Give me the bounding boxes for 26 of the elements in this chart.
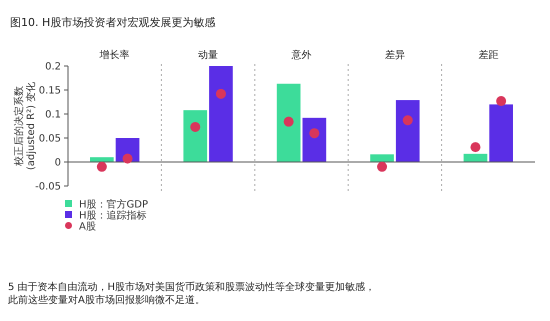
y-axis-title: 校正后的决定系数 (adjusted R²) 变化 (13, 82, 37, 170)
y-tick-label: 0.05 (38, 134, 61, 144)
bar (183, 110, 208, 162)
legend-label: H股：追踪指标 (79, 210, 147, 222)
legend-label: H股：官方GDP (79, 198, 148, 210)
x-tick-label: 意外 (290, 49, 312, 61)
y-tick-label: 0.1 (45, 110, 61, 120)
y-tick-label: 0 (54, 158, 61, 168)
y-tick-label: 0.15 (38, 86, 61, 96)
y-tick-label: -0.05 (35, 182, 61, 192)
bar (464, 154, 488, 162)
x-tick-label: 差异 (384, 49, 405, 61)
bar (276, 84, 300, 162)
bar (489, 104, 513, 162)
bar (396, 100, 420, 162)
bar (370, 154, 394, 162)
x-tick-label: 差距 (478, 49, 498, 61)
legend-label: A股 (79, 222, 96, 232)
text: 5 由于资本自由流动，H股市场对美国货币政策和股票波动性等全球变量更加敏感，此前这些变量对A股市场回报影响微不足道。 (8, 281, 376, 306)
chart-title: 图10. H股市场投资者对宏观发展更为敏感 (10, 16, 216, 29)
bar (209, 66, 233, 162)
x-tick-label: 增长率 (98, 49, 130, 61)
bar (90, 157, 114, 162)
x-tick-label: 动量 (198, 50, 218, 61)
y-tick-label: 0.2 (45, 62, 61, 72)
bar (302, 118, 326, 162)
